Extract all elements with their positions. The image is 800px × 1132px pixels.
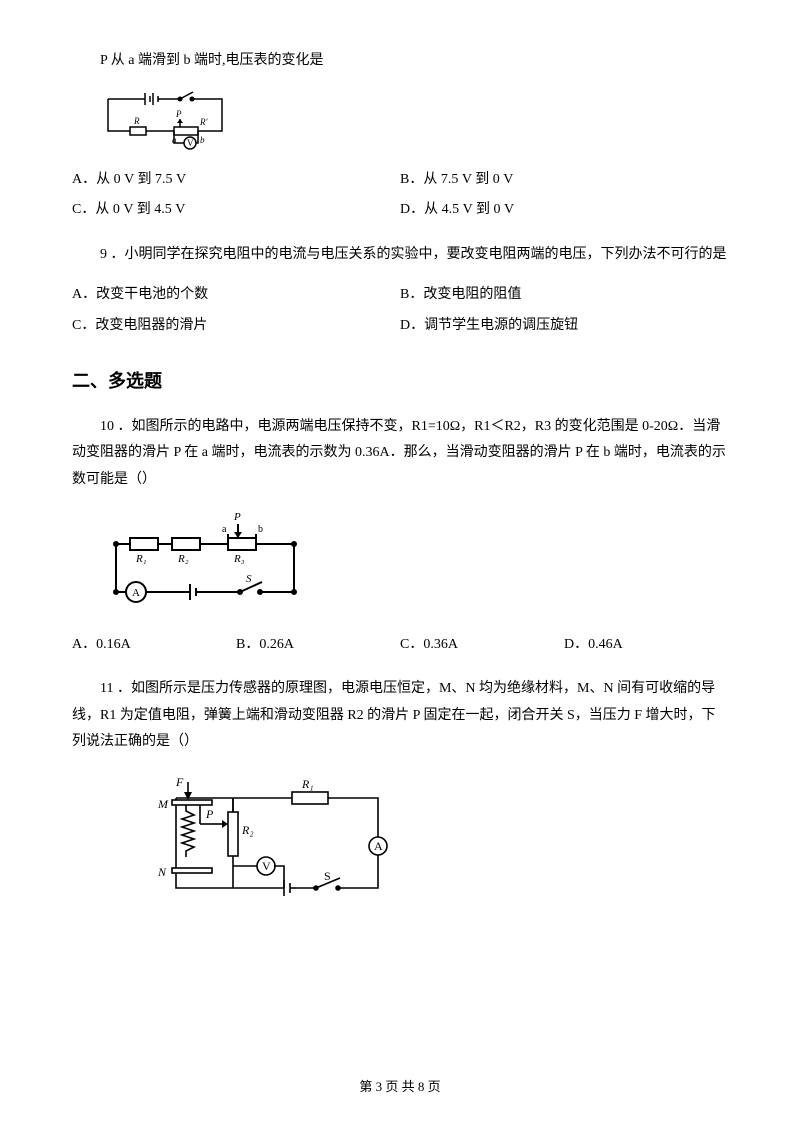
q10-text: 10 ．如图所示的电路中，电源两端电压保持不变，R1=10Ω，R1＜R2，R3 …: [72, 414, 728, 494]
q10-option-a: A．0.16A: [72, 630, 236, 661]
label-R2b: R₂: [241, 823, 254, 837]
label-b2: b: [258, 524, 263, 535]
label-Rp: R': [199, 117, 208, 127]
q10-option-c: C．0.36A: [400, 630, 564, 661]
q9-option-d: D．调节学生电源的调压旋钮: [400, 311, 728, 342]
q10-circuit-diagram: R₁ R₂ R₃ P a b A S: [100, 506, 728, 616]
label-M: M: [157, 797, 169, 811]
label-S3: S: [324, 869, 331, 883]
q8-circuit-diagram: R P R' a b V: [100, 87, 728, 151]
q9-option-c: C．改变电阻器的滑片: [72, 311, 400, 342]
q10-options: A．0.16A B．0.26A C．0.36A D．0.46A: [72, 630, 728, 661]
label-R1b: R₁: [301, 777, 314, 791]
q11-circuit-diagram: F M N P R₂ R₁ V A S: [142, 768, 728, 918]
label-b: b: [200, 135, 205, 145]
label-A: A: [132, 587, 140, 599]
q8-option-d: D．从 4.5 V 到 0 V: [400, 195, 728, 226]
q9-options: A．改变干电池的个数 B．改变电阻的阻值 C．改变电阻器的滑片 D．调节学生电源…: [72, 280, 728, 341]
q10-option-d: D．0.46A: [564, 630, 728, 661]
q9-text: 9 ．小明同学在探究电阻中的电流与电压关系的实验中，要改变电阻两端的电压，下列办…: [72, 242, 728, 269]
label-a: a: [172, 135, 177, 145]
label-P3: P: [205, 807, 214, 821]
q8-options: A．从 0 V 到 7.5 V B．从 7.5 V 到 0 V C．从 0 V …: [72, 165, 728, 226]
q11-text: 11 ．如图所示是压力传感器的原理图，电源电压恒定，M、N 均为绝缘材料，M、N…: [72, 676, 728, 756]
label-V: V: [187, 138, 194, 148]
label-R: R: [133, 116, 140, 126]
label-R3: R₃: [233, 553, 245, 565]
page-footer: 第 3 页 共 8 页: [0, 1075, 800, 1100]
label-N: N: [157, 865, 167, 879]
q8-option-b: B．从 7.5 V 到 0 V: [400, 165, 728, 196]
section-2-title: 二、多选题: [72, 364, 728, 398]
q8-option-a: A．从 0 V 到 7.5 V: [72, 165, 400, 196]
q10-option-b: B．0.26A: [236, 630, 400, 661]
q9-option-a: A．改变干电池的个数: [72, 280, 400, 311]
label-V3: V: [262, 859, 271, 873]
label-P: P: [175, 109, 182, 119]
q9-option-b: B．改变电阻的阻值: [400, 280, 728, 311]
label-S: S: [246, 573, 252, 585]
q8-intro: P 从 a 端滑到 b 端时,电压表的变化是: [72, 48, 728, 75]
q8-option-c: C．从 0 V 到 4.5 V: [72, 195, 400, 226]
label-R1: R₁: [135, 553, 147, 565]
label-F: F: [175, 775, 184, 789]
label-a2: a: [222, 524, 227, 535]
label-R2: R₂: [177, 553, 189, 565]
label-A3: A: [374, 839, 383, 853]
label-P2: P: [233, 511, 241, 523]
